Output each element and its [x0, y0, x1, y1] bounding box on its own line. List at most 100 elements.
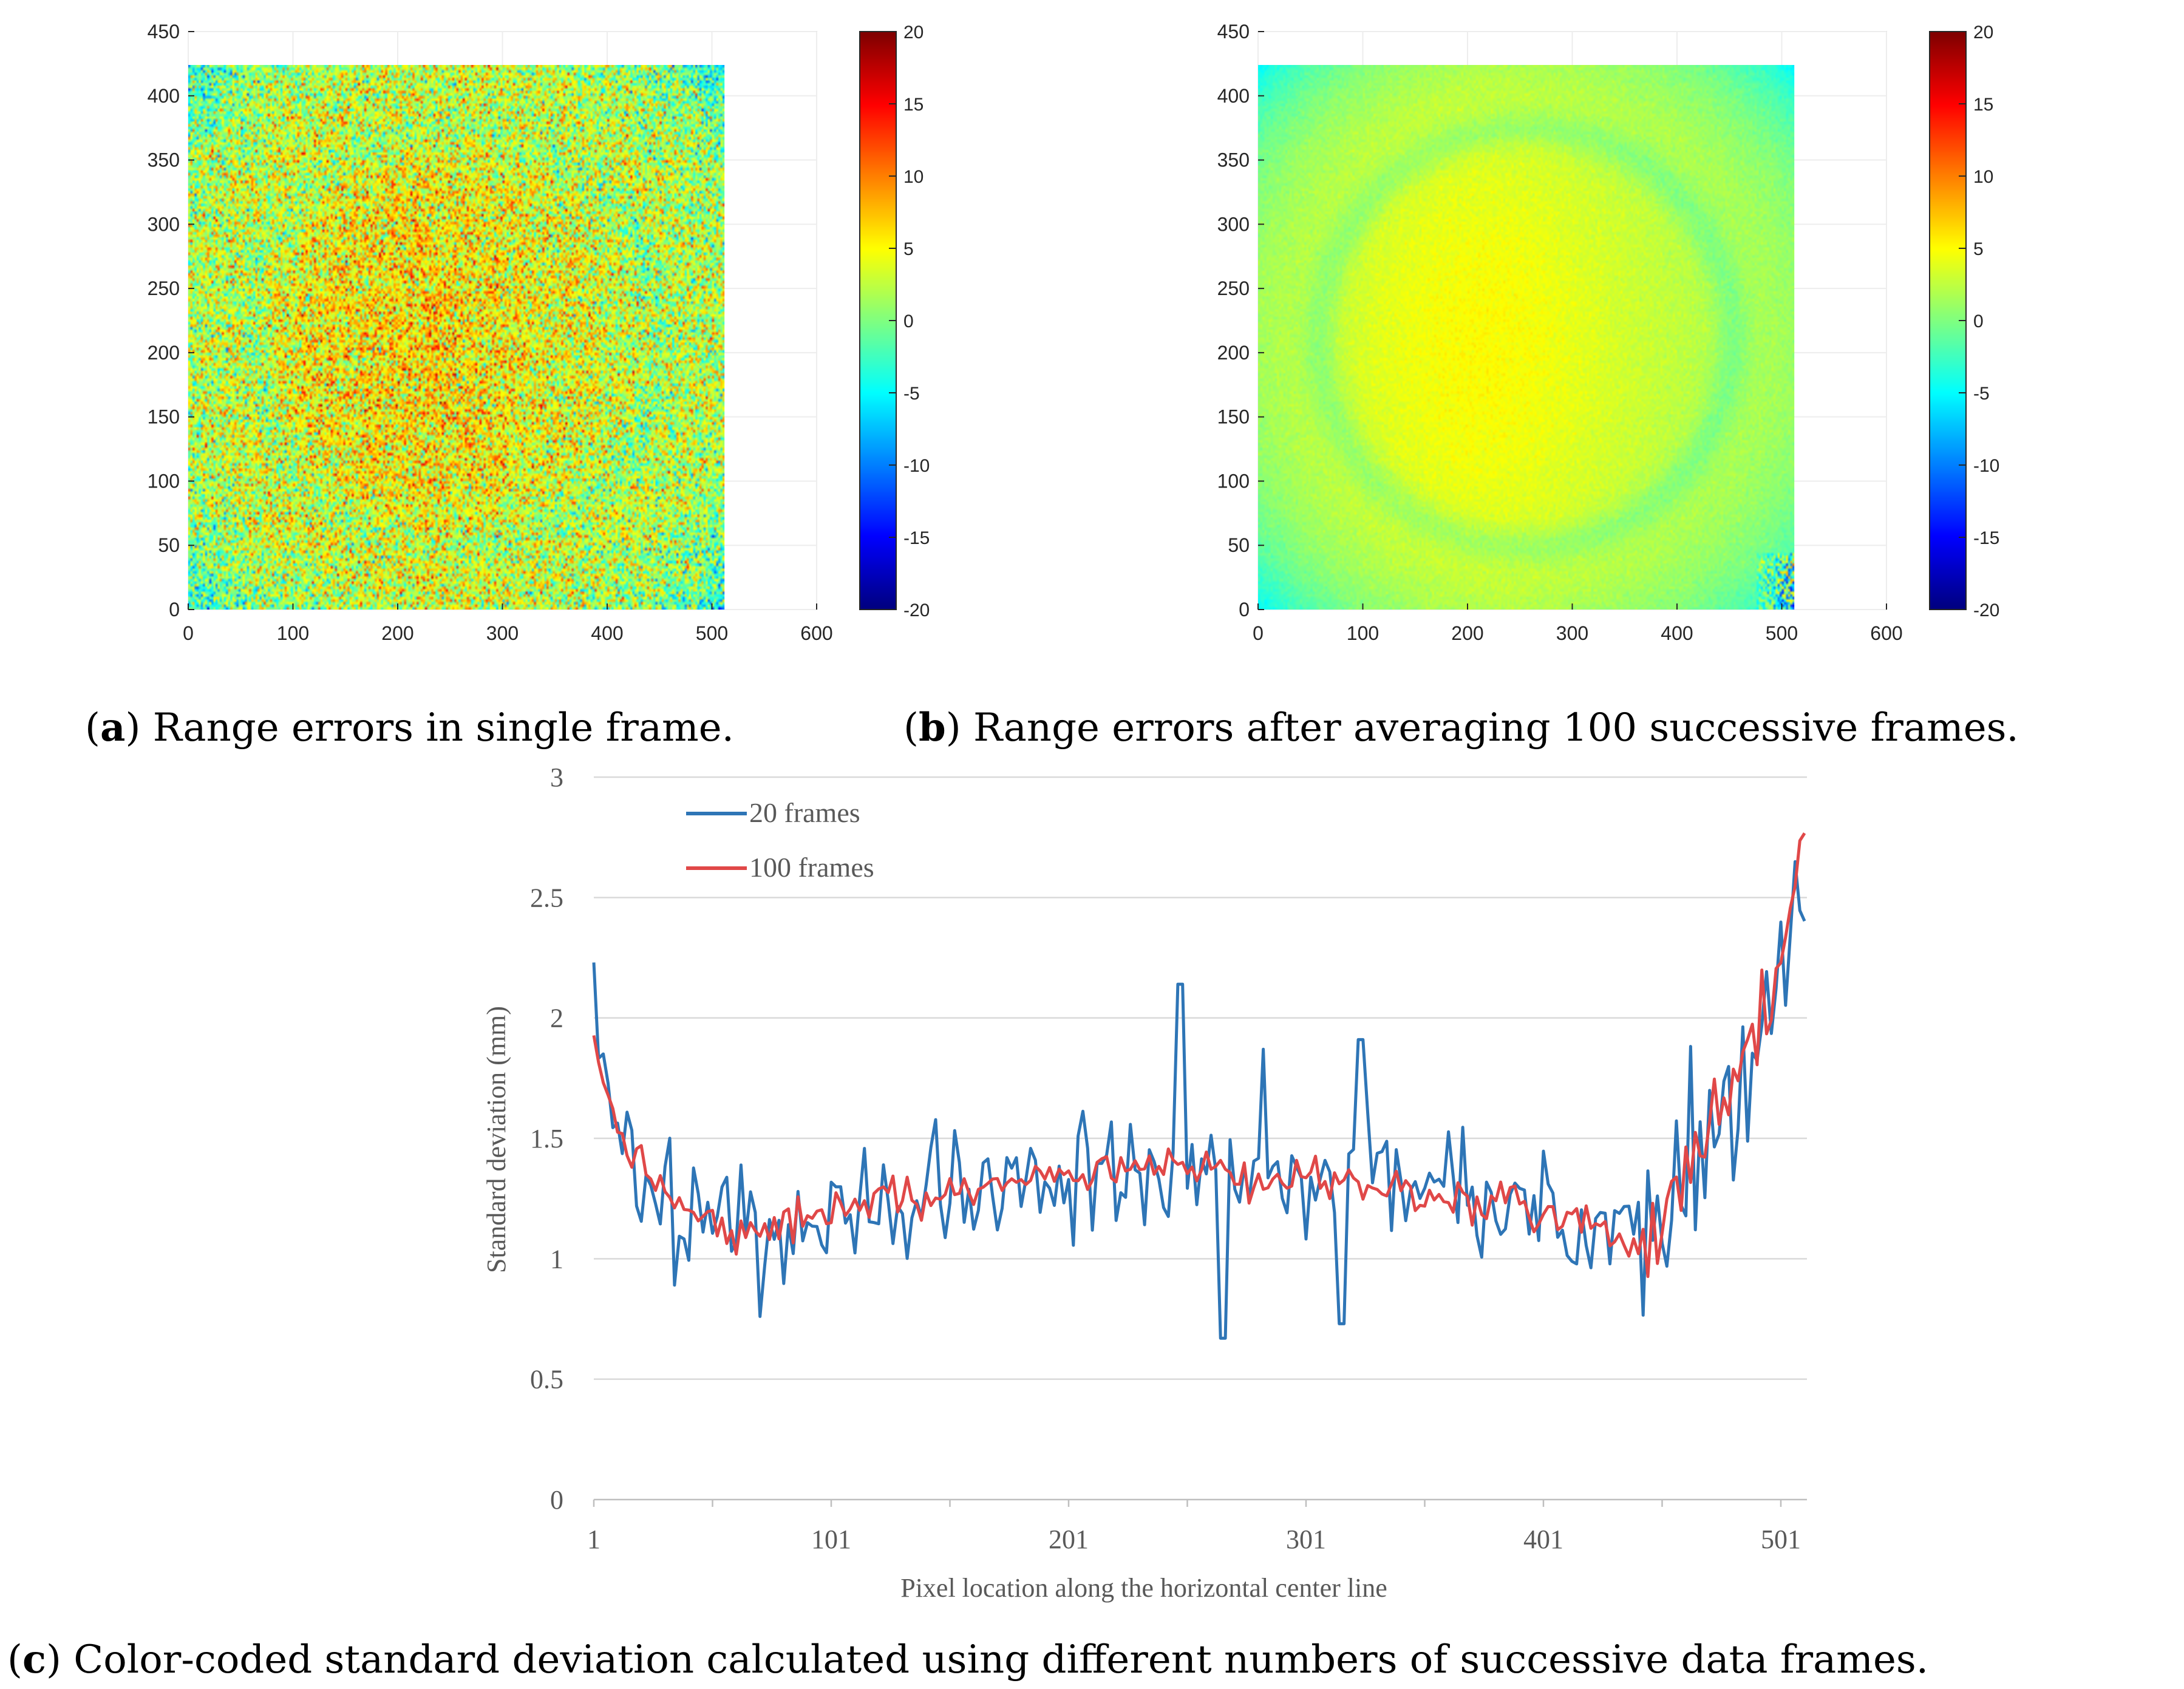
- x-tick-label: 101: [811, 1524, 851, 1554]
- y-tick-label: 250: [148, 277, 180, 299]
- y-tick-label: 200: [148, 342, 180, 364]
- x-tick-label: 1: [587, 1524, 600, 1554]
- panel-b-range-errors-averaged: 0 100 200 300 400 500 600 05010015020025030035…: [903, 21, 2019, 750]
- x-tick-label: 100: [277, 622, 309, 644]
- panel-c-x-tick-labels: 1 101 201 301 401 501: [587, 1524, 1801, 1554]
- panel-b-heatmap-image: [1258, 65, 1795, 610]
- y-tick-label: 450: [1217, 21, 1250, 42]
- panel-a-range-errors-single-frame: 0 100 200 300 400 500 600 05010015020025030035…: [85, 21, 930, 750]
- y-tick-label: 0: [169, 599, 180, 620]
- panel-c-caption: (c) Color-coded standard deviation calcu…: [7, 1637, 1928, 1682]
- x-tick-label: 600: [800, 622, 832, 644]
- colorbar-tick-label: 20: [903, 22, 924, 42]
- x-tick-label: 300: [1556, 622, 1588, 644]
- panel-b-caption: (b) Range errors after averaging 100 suc…: [903, 705, 2019, 750]
- x-tick-label: 300: [486, 622, 519, 644]
- y-tick-label: 0: [1239, 599, 1250, 620]
- colorbar-tick-label: 0: [903, 311, 914, 331]
- panel-b-caption-letter: b: [919, 705, 946, 750]
- x-tick-label: 500: [1766, 622, 1798, 644]
- colorbar-tick-label: -15: [903, 528, 930, 548]
- y-tick-label: 50: [1228, 534, 1250, 556]
- colorbar-tick-label: 20: [1973, 22, 1993, 42]
- x-tick-label: 301: [1286, 1524, 1326, 1554]
- y-tick-label: 50: [158, 534, 180, 556]
- panel-b-colorbar-ticks: 20 15 10 5 0 -5 -10 -15 -20: [1959, 22, 1999, 620]
- colorbar-tick-label: -20: [1973, 600, 1999, 620]
- y-tick-label: 3: [550, 763, 563, 792]
- colorbar-tick-label: -20: [903, 600, 930, 620]
- colorbar-tick-label: 15: [1973, 95, 1993, 115]
- panel-a-x-ticks: 0 100 200 300 400 500 600: [183, 603, 833, 644]
- colorbar-tick-label: 15: [903, 95, 924, 115]
- colorbar-tick-label: 10: [903, 167, 924, 187]
- y-tick-label: 2.5: [530, 883, 563, 912]
- series-line-100-frames: [592, 832, 1806, 1279]
- panel-b-caption-text: ) Range errors after averaging 100 succe…: [946, 705, 2019, 750]
- y-tick-label: 100: [148, 470, 180, 492]
- panel-a-caption-letter: a: [100, 705, 125, 750]
- panel-b-caption-prefix: (: [903, 705, 919, 750]
- y-tick-label: 2: [550, 1004, 563, 1033]
- y-tick-label: 350: [148, 149, 180, 171]
- colorbar-tick-label: 5: [903, 239, 914, 259]
- y-tick-label: 400: [1217, 85, 1250, 107]
- x-tick-label: 400: [1661, 622, 1693, 644]
- panel-a-caption-text: ) Range errors in single frame.: [125, 705, 733, 750]
- x-tick-label: 500: [696, 622, 728, 644]
- panel-a-heatmap-image: [188, 65, 725, 610]
- colorbar-tick-label: -10: [1973, 456, 1999, 476]
- y-tick-label: 150: [1217, 406, 1250, 428]
- y-tick-label: 0.5: [530, 1365, 563, 1395]
- panel-c-series: [592, 832, 1806, 1340]
- y-tick-label: 1: [550, 1244, 563, 1274]
- x-tick-label: 501: [1761, 1524, 1801, 1554]
- colorbar-tick-label: -5: [1973, 384, 1990, 404]
- panel-c-caption-letter: c: [22, 1637, 46, 1682]
- panel-c-y-axis-label: Standard deviation (mm): [481, 1006, 511, 1273]
- y-tick-label: 200: [1217, 342, 1250, 364]
- panel-c-legend: 20 frames 100 frames: [686, 797, 874, 883]
- x-tick-label: 201: [1049, 1524, 1089, 1554]
- x-tick-label: 0: [183, 622, 194, 644]
- panel-c-x-axis-label: Pixel location along the horizontal cent…: [900, 1573, 1387, 1603]
- panel-a-y-ticks: 0 50 100 150 200 250 300 350 400 450: [148, 21, 194, 620]
- y-tick-label: 150: [148, 406, 180, 428]
- colorbar-tick-label: -15: [1973, 528, 1999, 548]
- panel-c-caption-prefix: (: [7, 1637, 22, 1682]
- x-tick-label: 200: [1451, 622, 1483, 644]
- y-tick-label: 350: [1217, 149, 1250, 171]
- series-line-20-frames: [592, 860, 1806, 1340]
- y-tick-label: 300: [148, 213, 180, 235]
- x-tick-label: 200: [381, 622, 413, 644]
- x-tick-label: 0: [1253, 622, 1264, 644]
- x-tick-label: 401: [1523, 1524, 1563, 1554]
- colorbar-tick-label: 10: [1973, 167, 1993, 187]
- legend-label-20-frames: 20 frames: [749, 797, 860, 828]
- colorbar-tick-label: -5: [903, 384, 920, 404]
- colorbar-tick-label: 0: [1973, 311, 1984, 331]
- panel-a-colorbar-ticks: 20 15 10 5 0 -5 -10 -15 -20: [889, 22, 930, 620]
- panel-c-gridlines: [593, 776, 1807, 1507]
- y-tick-label: 100: [1217, 470, 1250, 492]
- panel-a-caption: (a) Range errors in single frame.: [85, 705, 734, 750]
- panel-a-caption-prefix: (: [85, 705, 100, 750]
- panel-c-y-tick-labels: 0 0.5 1 1.5 2 2.5 3: [530, 763, 563, 1515]
- colorbar-tick-label: 5: [1973, 239, 1984, 259]
- y-tick-label: 250: [1217, 277, 1250, 299]
- legend-label-100-frames: 100 frames: [749, 852, 874, 883]
- y-tick-label: 1.5: [530, 1124, 563, 1154]
- x-tick-label: 600: [1870, 622, 1902, 644]
- colorbar-tick-label: -10: [903, 456, 930, 476]
- y-tick-label: 400: [148, 85, 180, 107]
- panel-b-x-ticks: 0 100 200 300 400 500 600: [1253, 603, 1903, 644]
- panel-b-y-ticks: 0 50 100 150 200 250 300 350 400 450: [1217, 21, 1264, 620]
- panel-c-standard-deviation-line-chart: 0 0.5 1 1.5 2 2.5 3 1 101 201 301 401 501 20 frames…: [7, 763, 1928, 1682]
- y-tick-label: 450: [148, 21, 180, 42]
- y-tick-label: 0: [550, 1485, 563, 1515]
- y-tick-label: 300: [1217, 213, 1250, 235]
- x-tick-label: 400: [591, 622, 623, 644]
- panel-c-caption-text: ) Color-coded standard deviation calcula…: [46, 1637, 1928, 1682]
- x-tick-label: 100: [1347, 622, 1379, 644]
